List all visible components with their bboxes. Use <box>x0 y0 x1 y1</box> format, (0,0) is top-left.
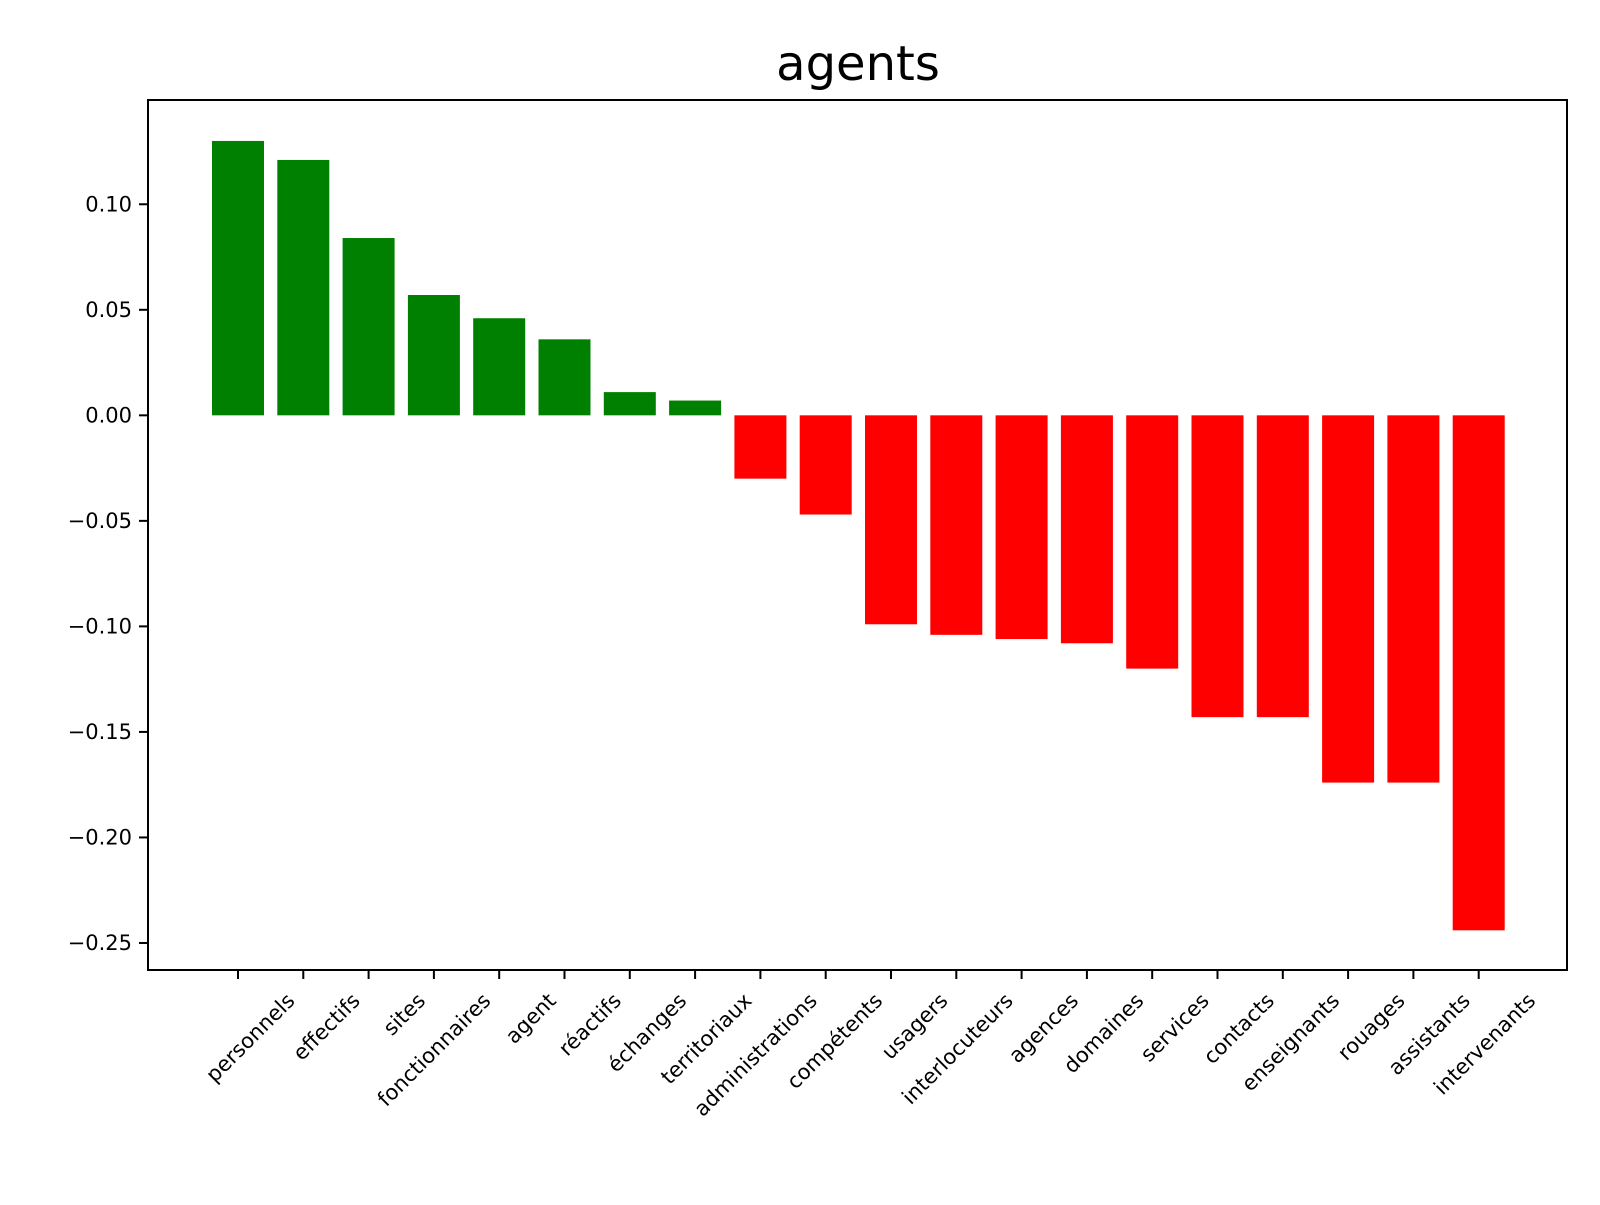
y-tick-label: −0.15 <box>68 720 132 744</box>
bars-group <box>212 140 1505 931</box>
y-tick-label: −0.10 <box>68 614 132 638</box>
bar-effectifs <box>277 159 330 416</box>
plot-frame <box>147 99 1568 971</box>
x-tick-label: fonctionnaires <box>373 989 496 1112</box>
y-tick-label: −0.20 <box>68 825 132 849</box>
bar-enseignants <box>1256 415 1309 718</box>
y-tick-label: 0.00 <box>85 403 132 427</box>
x-tick-label: administrations <box>689 989 822 1122</box>
bar-agent <box>473 318 526 416</box>
bar-contacts <box>1191 415 1244 718</box>
x-tick-label: personnels <box>201 989 299 1087</box>
bar-compétents <box>799 415 852 515</box>
chart-title: agents <box>776 36 940 92</box>
y-tick-label: 0.05 <box>85 298 132 322</box>
x-tick-label: agent <box>501 989 561 1049</box>
y-tick-label: −0.25 <box>68 931 132 955</box>
bar-agences <box>995 415 1048 640</box>
bar-territoriaux <box>669 400 722 416</box>
x-tick-label: interlocuteurs <box>897 989 1018 1110</box>
bar-assistants <box>1387 415 1440 783</box>
x-tick-label: effectifs <box>288 989 365 1066</box>
bar-fonctionnaires <box>407 295 460 416</box>
bar-échanges <box>603 392 656 416</box>
bar-rouages <box>1322 415 1375 783</box>
bar-administrations <box>734 415 787 479</box>
y-axis: 0.10 0.05 0.00 −0.05 −0.10 −0.15 −0.20 −0.25 <box>68 192 148 955</box>
bar-interlocuteurs <box>930 415 983 635</box>
bar-services <box>1126 415 1179 669</box>
bar-sites <box>342 238 395 416</box>
bar-personnels <box>212 140 264 416</box>
bar-réactifs <box>538 339 591 416</box>
bar-domaines <box>1060 415 1113 644</box>
x-tick-label: sites <box>379 989 431 1041</box>
y-tick-label: 0.10 <box>85 192 132 216</box>
bar-intervenants <box>1452 415 1505 931</box>
y-tick-label: −0.05 <box>68 509 132 533</box>
bar-usagers <box>865 415 917 625</box>
